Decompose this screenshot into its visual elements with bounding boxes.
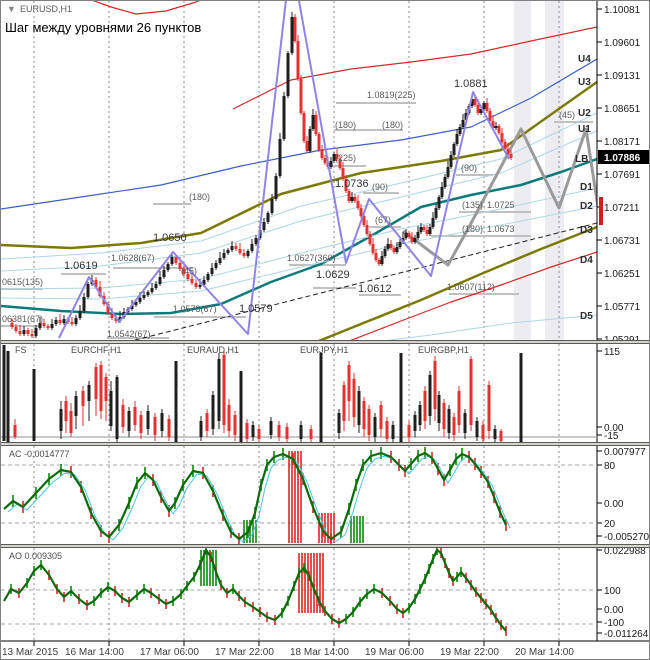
- svg-text:1.0607(112): 1.0607(112): [447, 282, 495, 292]
- svg-text:(90): (90): [372, 182, 388, 192]
- svg-text:D5: D5: [580, 311, 593, 322]
- svg-text:1.0579: 1.0579: [239, 303, 273, 315]
- svg-text:1.0612: 1.0612: [358, 283, 392, 295]
- svg-text:1.08651: 1.08651: [604, 104, 641, 115]
- panel-separator[interactable]: [1, 340, 649, 344]
- svg-text:U3: U3: [578, 77, 591, 88]
- svg-text:EURJPY,H1: EURJPY,H1: [300, 345, 348, 355]
- svg-text:(135): (135): [462, 200, 483, 210]
- svg-text:20: 20: [604, 519, 616, 530]
- svg-text:1.0736: 1.0736: [335, 178, 369, 190]
- svg-text:D4: D4: [580, 255, 593, 266]
- time-scale[interactable]: 13 Mar 2015 16 Mar 14:00 17 Mar 06:00 17 Ma…: [1, 640, 650, 658]
- svg-text:0615(135): 0615(135): [2, 277, 43, 287]
- svg-text:20 Mar 14:00: 20 Mar 14:00: [515, 647, 574, 658]
- svg-text:1.0628(67): 1.0628(67): [111, 253, 155, 263]
- svg-text:80: 80: [604, 461, 616, 472]
- svg-text:1.0650: 1.0650: [153, 232, 187, 244]
- band-level-labels: U4 U3 U2 U1 LB D1 D2 D3 D4 D5: [575, 54, 593, 322]
- svg-text:-0.005270: -0.005270: [604, 532, 649, 543]
- svg-text:-15: -15: [604, 431, 619, 442]
- future-shading: [514, 1, 564, 340]
- svg-text:1.05771: 1.05771: [604, 302, 641, 313]
- svg-text:D2: D2: [580, 201, 593, 212]
- svg-text:0.00: 0.00: [604, 423, 624, 434]
- svg-text:(180): (180): [382, 120, 403, 130]
- svg-text:1.07886: 1.07886: [604, 153, 641, 164]
- svg-text:13 Mar 2015: 13 Mar 2015: [2, 647, 59, 658]
- panel-separator[interactable]: [1, 442, 649, 446]
- gray-zigzag-line: [402, 127, 597, 267]
- svg-text:(180): (180): [189, 192, 210, 202]
- svg-text:EURGBP,H1: EURGBP,H1: [418, 345, 469, 355]
- svg-text:0.00: 0.00: [604, 605, 624, 616]
- svg-text:1.0619: 1.0619: [64, 260, 98, 272]
- fs-panel: EURCHF,H1 EURAUD,H1 EURJPY,H1 EURGBP,H1: [1, 345, 597, 442]
- svg-text:1.07211: 1.07211: [604, 203, 640, 214]
- zigzag-line: [58, 1, 510, 339]
- svg-text:1.09601: 1.09601: [604, 38, 641, 49]
- svg-text:17 Mar 22:00: 17 Mar 22:00: [215, 647, 274, 658]
- svg-text:100: 100: [604, 586, 621, 597]
- svg-text:18 Mar 14:00: 18 Mar 14:00: [290, 647, 349, 658]
- levels-step-note: Шаг между уровнями 26 пунктов: [5, 20, 202, 35]
- chart-title: EURUSD,H1: [20, 4, 73, 14]
- svg-text:19 Mar 22:00: 19 Mar 22:00: [440, 647, 499, 658]
- price-annotations: 1.0819(225) 1.0881 (180) (180) (45) (225) 1.07…: [2, 78, 575, 339]
- candles: [10, 12, 513, 338]
- svg-text:(225): (225): [335, 153, 356, 163]
- svg-text:LB: LB: [575, 154, 588, 165]
- ao-panel: [1, 545, 597, 636]
- svg-text:19 Mar 06:00: 19 Mar 06:00: [365, 647, 424, 658]
- svg-text:1.10081: 1.10081: [604, 5, 641, 16]
- svg-text:1.06251: 1.06251: [604, 269, 641, 280]
- svg-text:1.07691: 1.07691: [604, 170, 641, 181]
- svg-text:1.08171: 1.08171: [604, 137, 641, 148]
- svg-text:0.007977: 0.007977: [604, 447, 646, 458]
- svg-text:U4: U4: [578, 54, 591, 65]
- svg-text:(45): (45): [181, 266, 197, 276]
- svg-text:17 Mar 06:00: 17 Mar 06:00: [140, 647, 199, 658]
- svg-text:1.0629: 1.0629: [316, 269, 350, 281]
- svg-text:1.0881: 1.0881: [454, 78, 488, 90]
- svg-text:1.0819(225): 1.0819(225): [367, 90, 416, 100]
- svg-text:(45): (45): [559, 110, 575, 120]
- svg-text:1.0627(360): 1.0627(360): [287, 253, 336, 263]
- svg-text:D3: D3: [580, 225, 593, 236]
- svg-text:(180): (180): [462, 224, 483, 234]
- svg-text:0.022988: 0.022988: [604, 546, 646, 557]
- svg-text:(67): (67): [375, 215, 391, 225]
- svg-text:U1: U1: [578, 124, 591, 135]
- svg-text:(180): (180): [335, 120, 356, 130]
- svg-text:1.0725: 1.0725: [487, 200, 515, 210]
- svg-text:0.00: 0.00: [604, 499, 624, 510]
- svg-text:1.0542(67): 1.0542(67): [107, 329, 151, 339]
- symbol-marker-icon: ▼: [7, 4, 16, 14]
- svg-text:115: 115: [604, 347, 620, 358]
- svg-text:1.0573(67): 1.0573(67): [173, 304, 217, 314]
- svg-text:EURAUD,H1: EURAUD,H1: [187, 345, 239, 355]
- price-scale[interactable]: 1.10081 1.09601 1.09131 1.08651 1.08171 1.076…: [596, 1, 650, 660]
- svg-text:D1: D1: [580, 182, 593, 193]
- fs-indicator-label: FS: [15, 345, 27, 355]
- svg-text:06381(67): 06381(67): [2, 314, 43, 324]
- svg-text:1.06731: 1.06731: [604, 236, 641, 247]
- svg-text:EURCHF,H1: EURCHF,H1: [71, 345, 122, 355]
- svg-text:U2: U2: [578, 108, 591, 119]
- panel-separator[interactable]: [1, 544, 649, 548]
- ao-indicator-label: AO 0.009305: [9, 551, 63, 561]
- level-segments: [1, 102, 593, 339]
- svg-text:(90): (90): [461, 163, 477, 173]
- svg-text:1.09131: 1.09131: [604, 71, 641, 82]
- ac-panel: [1, 447, 597, 545]
- ac-indicator-label: AC -0.0014777: [9, 449, 70, 459]
- svg-text:1.0673: 1.0673: [487, 224, 515, 234]
- svg-text:-100: -100: [604, 618, 624, 629]
- svg-text:16 Mar 14:00: 16 Mar 14:00: [65, 647, 124, 658]
- svg-text:-0.011264: -0.011264: [604, 629, 649, 640]
